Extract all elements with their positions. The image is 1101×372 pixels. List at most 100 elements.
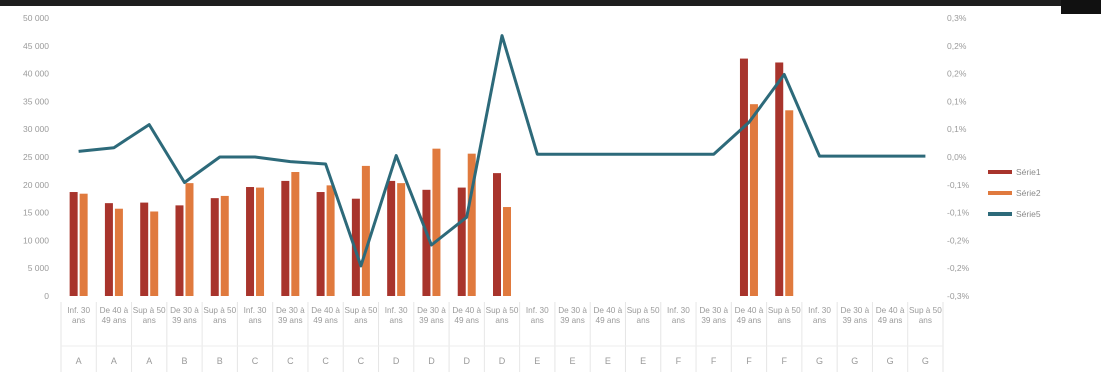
y-tick-label: 40 000 [23, 69, 49, 79]
y-tick-label: 5 000 [28, 263, 50, 273]
x-category-label: De 30 à [417, 306, 446, 315]
x-category-label: De 30 à [170, 306, 199, 315]
x-group-label: F [746, 356, 752, 366]
y2-tick-label: -0,3% [947, 291, 970, 301]
bar-série2 [749, 104, 758, 297]
bar-série1 [69, 192, 78, 296]
y2-tick-label: 0,2% [947, 41, 967, 51]
x-category-label: De 30 à [558, 306, 587, 315]
bar-série1 [457, 187, 466, 296]
x-category-label: 39 ans [419, 316, 444, 325]
y2-tick-label: -0,1% [947, 180, 970, 190]
x-group-label: D [499, 356, 506, 366]
y2-tick-label: 0,3% [947, 13, 967, 23]
bar-série2 [326, 185, 335, 296]
x-category-label: De 30 à [840, 306, 869, 315]
x-category-label: Sup à 50 [909, 306, 942, 315]
x-category-label: ans [778, 316, 791, 325]
x-category-label: De 40 à [593, 306, 622, 315]
x-group-label: F [781, 356, 787, 366]
x-category-label: 49 ans [596, 316, 621, 325]
x-category-label: De 30 à [699, 306, 728, 315]
bar-série1 [775, 62, 784, 297]
y2-tick-label: -0,1% [947, 208, 970, 218]
bar-série2 [114, 208, 123, 296]
x-group-label: D [463, 356, 470, 366]
x-category-label: De 40 à [735, 306, 764, 315]
bar-série1 [210, 198, 219, 296]
x-category-label: 39 ans [172, 316, 197, 325]
x-group-label: E [640, 356, 646, 366]
x-category-label: Inf. 30 [67, 306, 90, 315]
x-category-label: ans [919, 316, 932, 325]
x-group-label: D [428, 356, 435, 366]
x-group-label: B [217, 356, 223, 366]
bar-série1 [422, 189, 431, 296]
x-group-label: G [851, 356, 858, 366]
x-category-label: Inf. 30 [526, 306, 549, 315]
x-category-label: De 30 à [276, 306, 305, 315]
x-category-label: ans [495, 316, 508, 325]
y2-tick-label: -0,2% [947, 263, 970, 273]
line-série5 [78, 34, 926, 268]
x-category-label: De 40 à [311, 306, 340, 315]
y-tick-label: 45 000 [23, 41, 49, 51]
x-category-label: 49 ans [737, 316, 762, 325]
x-category-label: ans [637, 316, 650, 325]
bar-série1 [493, 173, 501, 296]
y2-tick-label: -0,2% [947, 235, 970, 245]
x-category-label: De 40 à [452, 306, 481, 315]
bar-série1 [387, 180, 396, 296]
bar-série1 [246, 187, 255, 296]
x-group-label: C [322, 356, 329, 366]
x-category-label: Sup à 50 [486, 306, 519, 315]
x-group-label: E [605, 356, 611, 366]
x-group-label: F [711, 356, 717, 366]
legend-swatch [988, 191, 1012, 195]
bar-série1 [316, 192, 325, 296]
bar-série1 [104, 203, 113, 296]
x-category-label: 49 ans [313, 316, 338, 325]
legend-swatch [988, 170, 1012, 174]
x-category-label: 39 ans [843, 316, 868, 325]
x-group-label: F [676, 356, 682, 366]
x-category-label: Sup à 50 [133, 306, 166, 315]
y-tick-label: 30 000 [23, 124, 49, 134]
bar-série2 [503, 207, 511, 296]
x-category-label: 39 ans [701, 316, 726, 325]
y2-tick-label: 0,0% [947, 152, 967, 162]
y2-tick-label: 0,2% [947, 69, 967, 79]
bar-série2 [785, 110, 794, 297]
x-category-label: ans [813, 316, 826, 325]
legend-label: Série5 [1016, 209, 1041, 219]
x-category-label: 39 ans [560, 316, 585, 325]
x-group-label: C [358, 356, 365, 366]
y2-tick-label: 0,1% [947, 124, 967, 134]
x-group-label: A [76, 356, 82, 366]
x-category-label: ans [248, 316, 261, 325]
x-category-label: ans [531, 316, 544, 325]
x-group-label: A [111, 356, 117, 366]
x-group-label: E [570, 356, 576, 366]
x-category-label: ans [72, 316, 85, 325]
x-group-label: D [393, 356, 400, 366]
x-category-label: ans [143, 316, 156, 325]
bar-série1 [140, 202, 149, 296]
bar-série2 [361, 165, 370, 296]
bar-série2 [185, 183, 194, 296]
y-tick-label: 35 000 [23, 96, 49, 106]
x-category-label: De 40 à [100, 306, 129, 315]
bar-série1 [739, 58, 748, 297]
x-category-label: ans [672, 316, 685, 325]
bar-série2 [150, 211, 159, 296]
x-category-label: Sup à 50 [344, 306, 377, 315]
x-category-label: 49 ans [102, 316, 127, 325]
bar-série2 [79, 193, 88, 296]
x-group-label: C [252, 356, 259, 366]
x-category-label: ans [213, 316, 226, 325]
y-tick-label: 10 000 [23, 235, 49, 245]
x-category-label: De 40 à [876, 306, 905, 315]
y-tick-label: 25 000 [23, 152, 49, 162]
x-group-label: G [816, 356, 823, 366]
